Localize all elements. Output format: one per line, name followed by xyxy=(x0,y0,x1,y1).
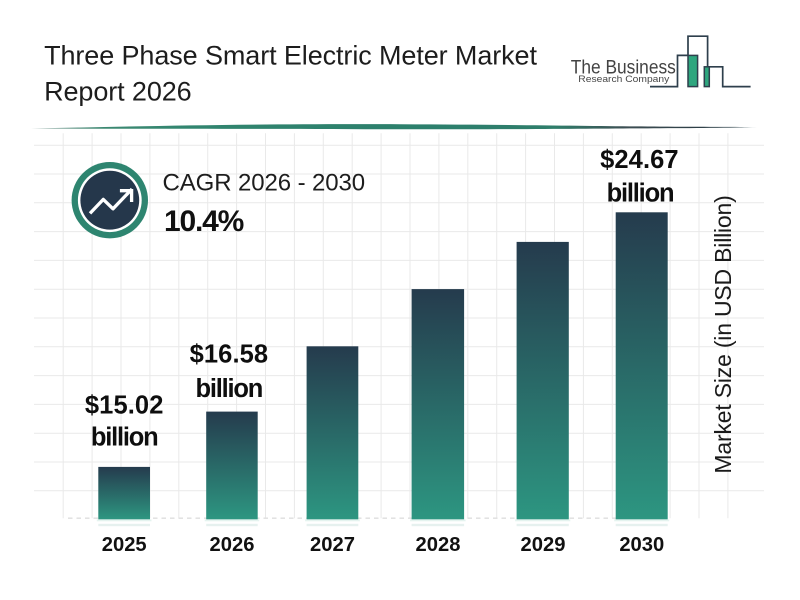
svg-text:billion: billion xyxy=(91,424,158,452)
svg-text:2028: 2028 xyxy=(416,534,461,556)
svg-text:2025: 2025 xyxy=(102,534,147,556)
svg-text:2026: 2026 xyxy=(210,534,255,556)
svg-text:Report 2026: Report 2026 xyxy=(44,77,192,107)
svg-text:$24.67: $24.67 xyxy=(600,146,679,174)
svg-text:$16.58: $16.58 xyxy=(190,341,269,369)
svg-text:$15.02: $15.02 xyxy=(85,392,164,420)
svg-text:2030: 2030 xyxy=(619,534,664,556)
svg-text:The Business: The Business xyxy=(571,56,676,78)
svg-text:10.4%: 10.4% xyxy=(164,205,244,238)
svg-text:Market Size (in USD Billion): Market Size (in USD Billion) xyxy=(710,195,736,473)
svg-text:Research Company: Research Company xyxy=(578,74,669,85)
svg-text:billion: billion xyxy=(195,375,262,403)
svg-text:2027: 2027 xyxy=(310,534,355,556)
svg-text:2029: 2029 xyxy=(521,534,566,556)
svg-text:CAGR 2026 - 2030: CAGR 2026 - 2030 xyxy=(163,170,366,197)
svg-text:Three Phase Smart Electric Met: Three Phase Smart Electric Meter Market xyxy=(44,41,537,71)
svg-text:billion: billion xyxy=(607,179,674,207)
